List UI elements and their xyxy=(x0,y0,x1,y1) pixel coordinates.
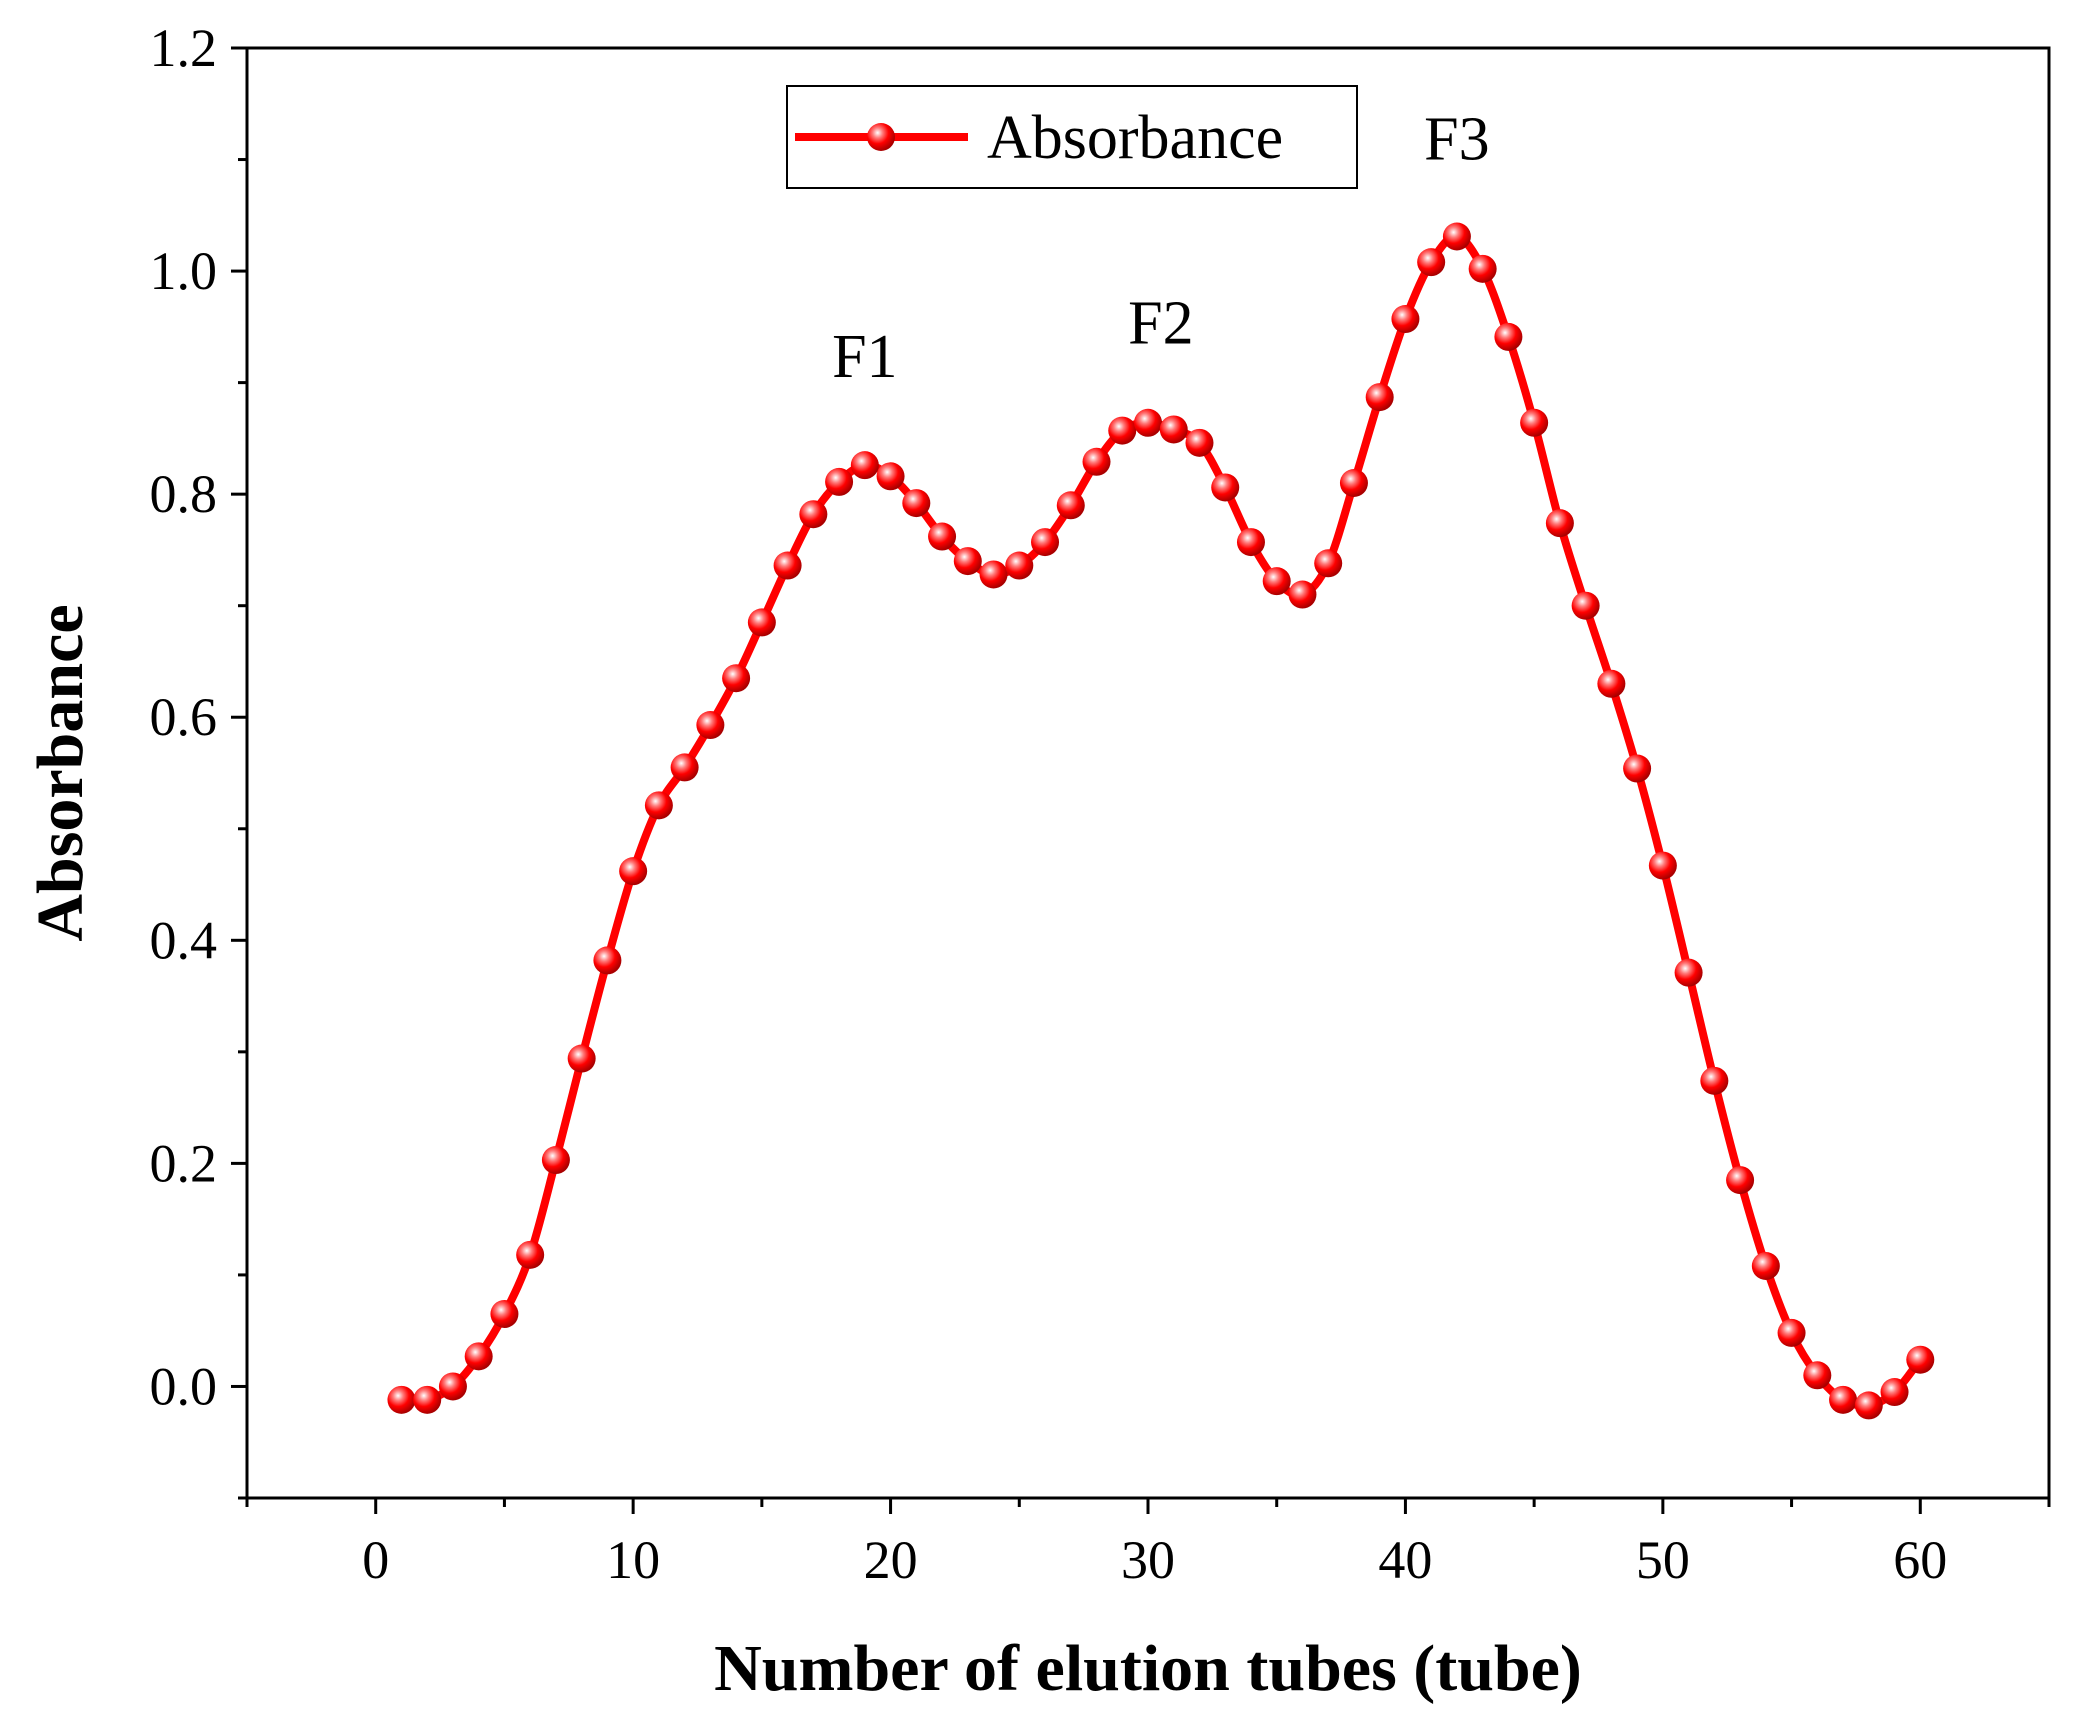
data-point xyxy=(1031,528,1060,557)
data-point xyxy=(1314,549,1343,578)
legend-entry-absorbance: Absorbance xyxy=(987,104,1283,172)
y-tick-label: 0.8 xyxy=(150,464,218,524)
data-point xyxy=(1597,669,1626,698)
data-point xyxy=(1726,1166,1755,1195)
data-point xyxy=(799,500,828,529)
x-tick-label: 60 xyxy=(1893,1530,1947,1590)
data-point xyxy=(1829,1385,1858,1414)
data-point xyxy=(902,489,931,518)
data-point xyxy=(1545,509,1574,538)
y-tick-label: 0.0 xyxy=(150,1356,218,1416)
data-point xyxy=(1674,958,1703,987)
data-point xyxy=(1262,567,1291,596)
data-point xyxy=(1236,528,1265,557)
x-axis-title: Number of elution tubes (tube) xyxy=(714,1632,1582,1705)
series-line-absorbance xyxy=(401,232,1924,1410)
data-point xyxy=(850,451,879,480)
y-axis-ticks: 0.0 0.2 0.4 0.6 0.8 1.0 1.2 xyxy=(150,18,247,1500)
peak-label: F2 xyxy=(1128,290,1193,358)
data-point xyxy=(1211,473,1240,502)
data-point xyxy=(825,467,854,496)
data-point xyxy=(722,664,751,693)
data-point xyxy=(1108,416,1137,445)
data-point xyxy=(438,1372,467,1401)
y-tick-label: 0.6 xyxy=(150,687,218,747)
series-absorbance xyxy=(387,222,1935,1420)
peak-label: F3 xyxy=(1424,106,1489,174)
data-point xyxy=(1417,248,1446,277)
legend-marker-sample xyxy=(867,123,895,151)
legend: Absorbance xyxy=(786,85,1358,189)
data-point xyxy=(1803,1361,1832,1390)
data-point xyxy=(953,547,982,576)
data-point xyxy=(1468,254,1497,283)
data-point xyxy=(1880,1378,1909,1407)
data-point xyxy=(619,857,648,886)
data-point xyxy=(1082,447,1111,476)
data-point xyxy=(928,522,957,551)
data-point xyxy=(644,791,673,820)
peak-annotations: F1 F2 F3 xyxy=(832,106,1490,391)
data-point xyxy=(464,1342,493,1371)
data-point xyxy=(773,551,802,580)
data-point xyxy=(1365,383,1394,412)
data-point xyxy=(1391,305,1420,334)
data-point xyxy=(747,608,776,637)
data-point xyxy=(1700,1066,1729,1095)
y-axis-title: Absorbance xyxy=(24,604,97,941)
data-point xyxy=(1442,222,1471,251)
data-point xyxy=(696,711,725,740)
data-point xyxy=(1906,1345,1935,1374)
data-point xyxy=(979,560,1008,589)
y-tick-label: 1.0 xyxy=(150,241,218,301)
data-point xyxy=(387,1385,416,1414)
data-point xyxy=(413,1385,442,1414)
y-tick-label: 1.2 xyxy=(150,18,218,78)
x-tick-label: 0 xyxy=(362,1530,389,1590)
data-point xyxy=(1854,1391,1883,1420)
y-tick-label: 0.4 xyxy=(150,910,218,970)
data-point xyxy=(1005,551,1034,580)
data-point xyxy=(516,1240,545,1269)
data-point xyxy=(1288,580,1317,609)
data-point xyxy=(1751,1252,1780,1280)
data-point xyxy=(1185,428,1214,457)
data-point xyxy=(1623,754,1652,783)
data-point xyxy=(1494,322,1523,351)
data-point xyxy=(876,462,905,491)
data-point xyxy=(593,946,622,975)
data-point xyxy=(541,1146,570,1175)
data-point xyxy=(1571,591,1600,620)
data-point xyxy=(1159,415,1188,444)
data-point xyxy=(490,1299,519,1328)
x-tick-label: 40 xyxy=(1378,1530,1432,1590)
data-point xyxy=(1520,408,1549,437)
x-tick-label: 10 xyxy=(606,1530,660,1590)
x-axis-ticks: 0 10 20 30 40 50 60 xyxy=(245,1498,2051,1590)
data-point xyxy=(1339,469,1368,497)
x-tick-label: 50 xyxy=(1636,1530,1690,1590)
peak-label: F1 xyxy=(832,323,897,391)
x-tick-label: 20 xyxy=(864,1530,918,1590)
x-tick-label: 30 xyxy=(1121,1530,1175,1590)
data-point xyxy=(1134,408,1162,437)
data-point xyxy=(567,1044,596,1073)
data-point xyxy=(1056,491,1085,520)
data-point xyxy=(1777,1318,1806,1347)
y-tick-label: 0.2 xyxy=(150,1133,218,1193)
data-point xyxy=(1648,851,1677,880)
data-point xyxy=(670,753,699,782)
